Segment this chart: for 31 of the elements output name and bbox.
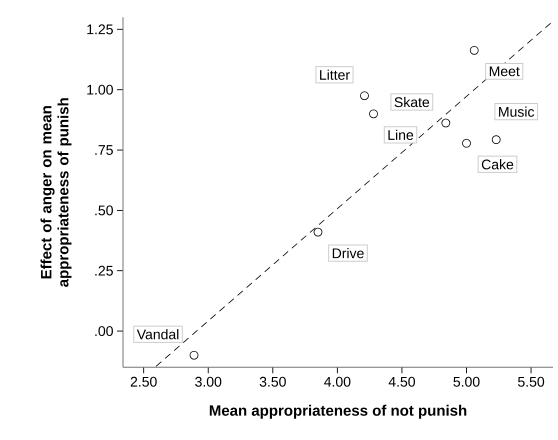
annotation: Music <box>499 106 534 117</box>
y-axis-title: Effect of anger on mean appropriateness of punish <box>40 98 72 287</box>
annotation: Line <box>388 130 414 140</box>
point <box>441 118 450 128</box>
point <box>360 91 369 100</box>
y-tick-label: .50 <box>95 205 113 216</box>
x-tick-label: 3.00 <box>195 376 222 387</box>
point <box>492 135 501 144</box>
x-tick-label: 3.50 <box>260 376 286 387</box>
x-tick-label: 4.50 <box>388 376 415 387</box>
x-tick-label: 5.50 <box>518 376 544 387</box>
point <box>470 46 479 55</box>
point <box>369 109 378 118</box>
annotation: Skate <box>394 96 430 108</box>
annotation: Litter <box>320 70 350 80</box>
y-tick-label: 1.25 <box>87 24 113 34</box>
point <box>190 350 198 360</box>
x-axis-title: Mean appropriateness of not punish <box>210 404 466 419</box>
x-tick-label: 4.00 <box>324 376 350 387</box>
annotation: Cake <box>482 159 514 170</box>
x-tick-label: 2.50 <box>130 376 157 387</box>
point <box>314 228 322 237</box>
y-tick-label: .25 <box>95 266 113 276</box>
x-tick-label: 5.00 <box>453 376 480 387</box>
annotation: Vandal <box>136 329 178 340</box>
y-tick-label: .75 <box>95 145 113 155</box>
point <box>462 138 471 148</box>
annotation: Drive <box>332 248 364 258</box>
annotation: Meet <box>490 66 520 76</box>
y-tick-label: .00 <box>95 326 113 336</box>
y-tick-label: 1.00 <box>87 84 113 95</box>
